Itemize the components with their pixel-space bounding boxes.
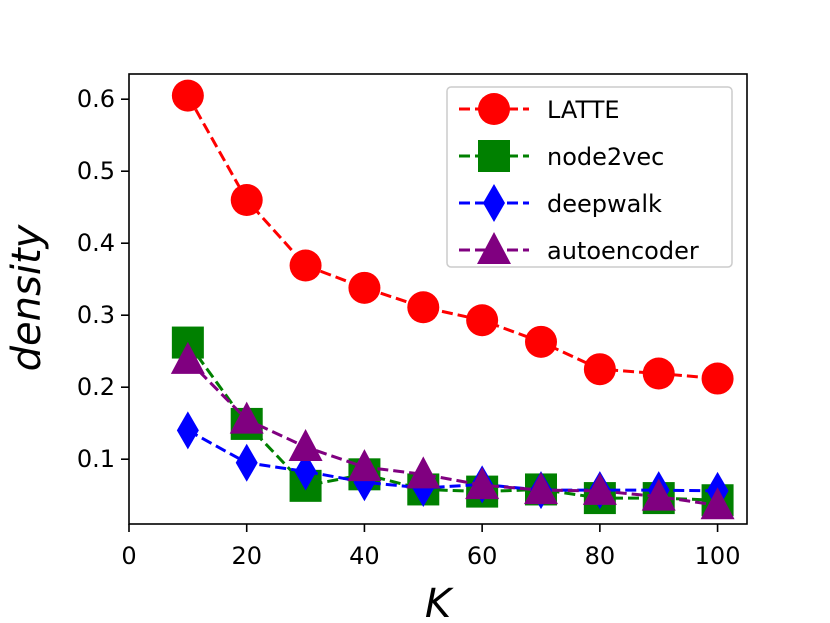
legend-label: deepwalk (547, 190, 662, 218)
x-tick-label: 40 (349, 542, 380, 570)
y-axis-label: density (4, 223, 50, 371)
legend-marker (478, 140, 510, 172)
y-tick-label: 0.6 (77, 85, 115, 113)
axes: 0 20 40 60 80 100 0.1 0.2 0.3 0.4 0.5 0.6 (77, 73, 748, 570)
series-line (186, 94, 718, 381)
data-point (641, 478, 676, 511)
series-autoencoder (170, 341, 735, 520)
data-point (465, 467, 500, 500)
y-tick-label: 0.1 (77, 445, 115, 473)
legend-entry-autoencoder: autoencoder (459, 232, 699, 265)
data-point (347, 449, 382, 482)
x-tick-label: 20 (231, 542, 262, 570)
series-line (187, 429, 718, 493)
legend: LATTE node2vec deepwalk autoencoder (446, 86, 733, 268)
data-point (171, 79, 204, 112)
plot-area (170, 79, 735, 520)
data-point (407, 291, 440, 324)
data-point (288, 428, 323, 461)
data-point (701, 362, 734, 395)
y-tick-label: 0.4 (77, 229, 115, 257)
legend-entry-deepwalk: deepwalk (459, 184, 662, 222)
data-point (229, 401, 264, 434)
data-point (524, 472, 558, 505)
y-tick-label: 0.5 (77, 157, 115, 185)
data-point (294, 452, 317, 491)
x-tick-label: 0 (121, 542, 136, 570)
x-tick-label: 100 (695, 542, 741, 570)
legend-marker (483, 184, 505, 222)
data-point (230, 184, 263, 216)
y-tick-label: 0.2 (77, 373, 115, 401)
x-tick-label: 60 (467, 542, 498, 570)
data-point (582, 472, 617, 505)
data-point (700, 487, 735, 520)
legend-marker (478, 93, 510, 125)
y-tick-label: 0.3 (77, 301, 115, 329)
series-line (186, 358, 718, 507)
data-point (466, 304, 499, 337)
data-point (525, 325, 557, 358)
data-point (583, 353, 616, 386)
legend-box (446, 86, 733, 268)
legend-entry-node2vec: node2vec (459, 140, 664, 172)
data-point (642, 357, 675, 390)
data-point (406, 456, 441, 489)
legend-label: autoencoder (547, 237, 699, 265)
legend-label: LATTE (547, 96, 620, 124)
legend-label: node2vec (547, 143, 664, 171)
data-point (235, 443, 258, 482)
plot-frame (128, 73, 748, 525)
legend-entry-latte: LATTE (459, 93, 620, 125)
x-tick-label: 80 (585, 542, 616, 570)
data-point (176, 411, 199, 450)
series-line (186, 341, 718, 502)
legend-marker (477, 232, 511, 264)
data-point (170, 341, 205, 374)
series-latte (171, 79, 734, 395)
x-axis-label: K (425, 581, 454, 623)
data-point (289, 249, 322, 282)
data-point (348, 271, 381, 304)
